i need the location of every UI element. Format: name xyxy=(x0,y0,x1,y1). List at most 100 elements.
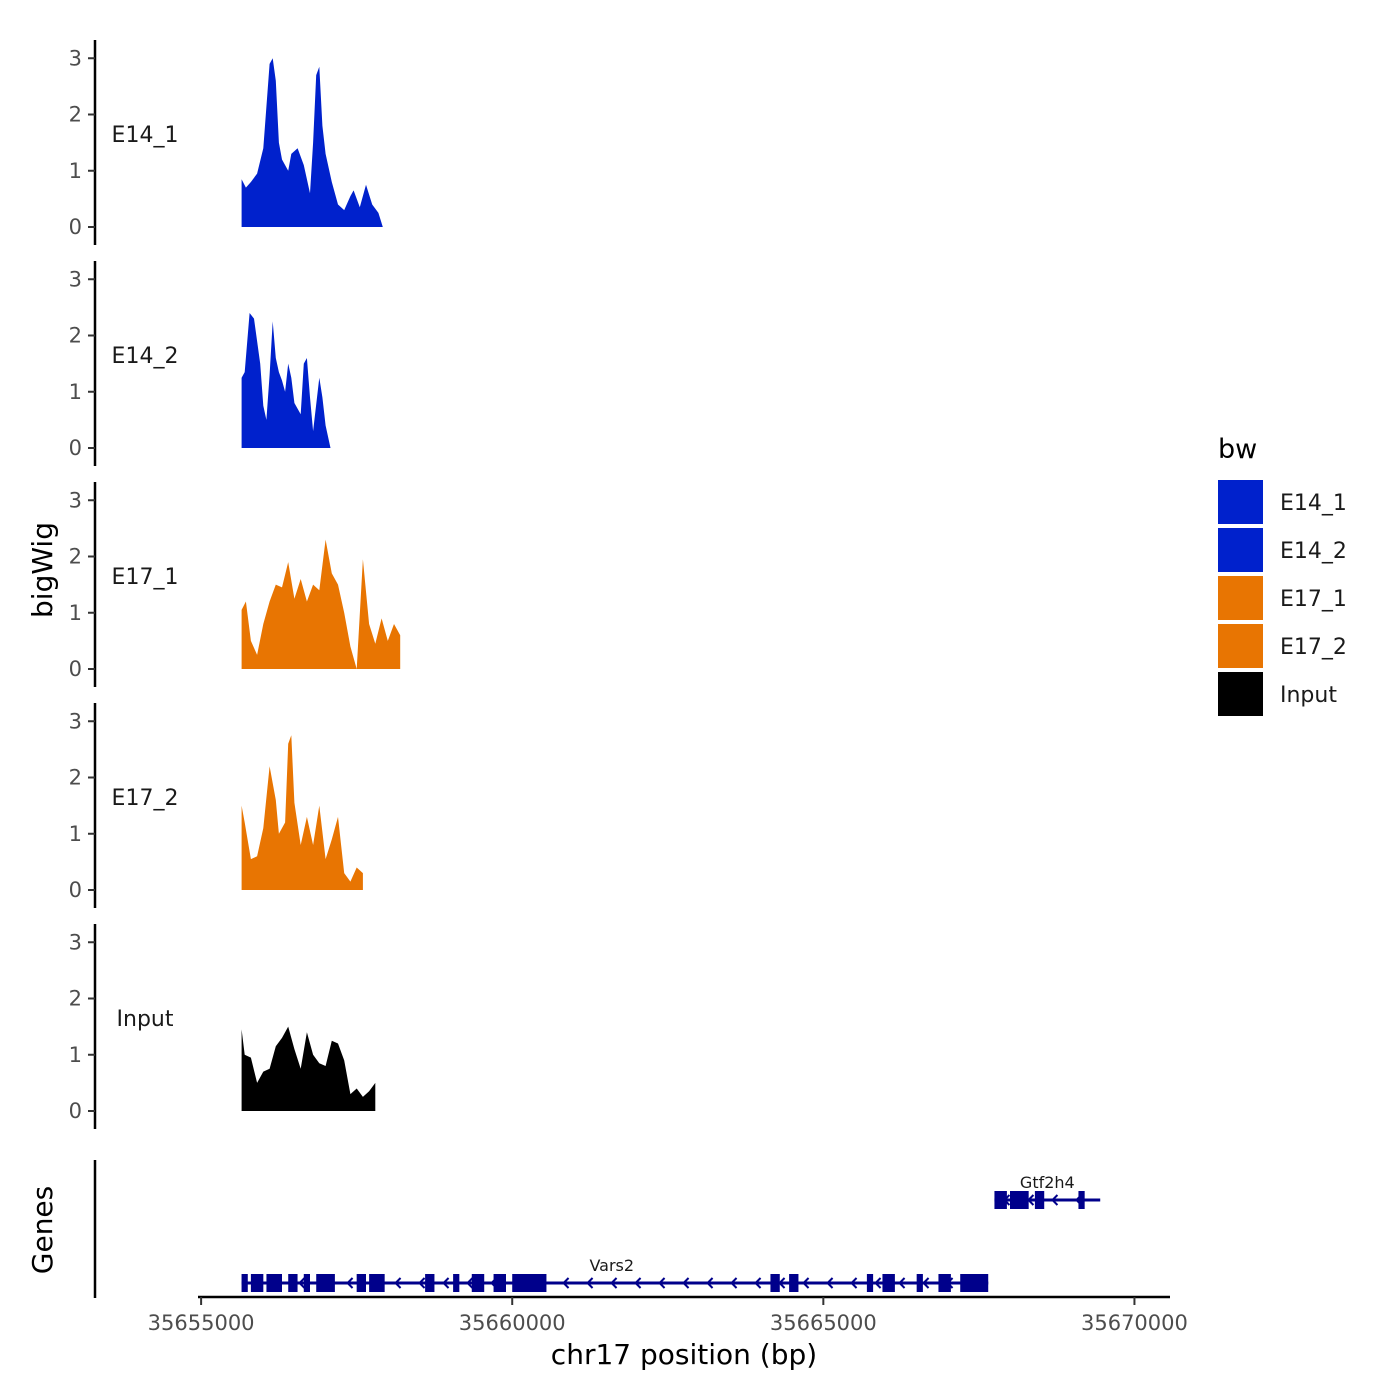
y-tick-label: 3 xyxy=(69,267,82,291)
y-tick-label: 2 xyxy=(69,987,82,1011)
gene-exon xyxy=(770,1274,780,1292)
track-label: Input xyxy=(117,1007,174,1032)
y-tick-label: 3 xyxy=(69,488,82,512)
strand-arrow xyxy=(826,1277,834,1289)
gene-label: Gtf2h4 xyxy=(1020,1173,1075,1192)
strand-arrow xyxy=(610,1277,618,1289)
gene-exon xyxy=(241,1274,248,1292)
y-tick-label: 1 xyxy=(69,1043,82,1067)
strand-arrow xyxy=(658,1277,666,1289)
legend-swatch xyxy=(1218,528,1263,572)
x-tick-label: 35670000 xyxy=(1081,1311,1188,1335)
gene-exon xyxy=(512,1274,547,1292)
y-axis-title: bigWig xyxy=(26,522,59,618)
y-tick-label: 2 xyxy=(69,103,82,127)
y-tick-label: 2 xyxy=(69,766,82,790)
gene-exon xyxy=(789,1274,799,1292)
gene-exon xyxy=(303,1274,310,1292)
y-tick-label: 3 xyxy=(69,930,82,954)
track-label: E14_2 xyxy=(112,344,179,369)
gene-exon xyxy=(938,1274,951,1292)
x-axis-title: chr17 position (bp) xyxy=(551,1338,817,1371)
legend-swatch xyxy=(1218,576,1263,620)
strand-arrow xyxy=(634,1277,642,1289)
strand-arrow xyxy=(922,1277,930,1289)
track-input: 0 1 2 3 Input xyxy=(69,924,376,1129)
signal-area-input xyxy=(241,1026,376,1111)
strand-arrow xyxy=(706,1277,714,1289)
gene-vars2: Vars2 xyxy=(241,1256,989,1292)
legend-label: E14_1 xyxy=(1280,491,1347,516)
gene-gtf2h4: Gtf2h4 xyxy=(994,1173,1101,1209)
signal-area-e17_1 xyxy=(241,539,401,669)
x-axis: 35655000 35660000 35665000 35670000 xyxy=(148,1295,1188,1335)
gene-exon xyxy=(866,1274,874,1292)
x-tick-label: 35655000 xyxy=(148,1311,255,1335)
gene-exon xyxy=(288,1274,298,1292)
gene-exon xyxy=(916,1274,923,1292)
y-tick-label: 0 xyxy=(69,215,82,239)
track-label: E17_1 xyxy=(112,565,179,590)
strand-arrow xyxy=(562,1277,570,1289)
gene-exon xyxy=(425,1274,435,1292)
track-label: E17_2 xyxy=(112,786,179,811)
legend-entry-input: Input xyxy=(1218,672,1337,716)
gene-exon xyxy=(369,1274,385,1292)
legend-title: bw xyxy=(1218,434,1257,465)
legend-entry-e14_1: E14_1 xyxy=(1218,480,1347,524)
y-tick-label: 2 xyxy=(69,545,82,569)
strand-arrow xyxy=(802,1277,810,1289)
gene-exon xyxy=(250,1274,264,1292)
y-tick-label: 0 xyxy=(69,878,82,902)
y-tick-label: 1 xyxy=(69,601,82,625)
y-tick-label: 1 xyxy=(69,822,82,846)
gene-exon xyxy=(994,1191,1007,1209)
strand-arrow xyxy=(682,1277,690,1289)
track-e14_1: 0 1 2 3 E14_1 xyxy=(69,40,383,245)
y-tick-label: 3 xyxy=(69,709,82,733)
strand-arrow xyxy=(730,1277,738,1289)
strand-arrow xyxy=(394,1277,402,1289)
y-tick-label: 3 xyxy=(69,46,82,70)
genes-panel-title: Genes xyxy=(26,1186,59,1274)
y-tick-label: 0 xyxy=(69,436,82,460)
legend-entry-e14_2: E14_2 xyxy=(1218,528,1347,572)
track-label: E14_1 xyxy=(112,123,179,148)
gene-exon xyxy=(882,1274,895,1292)
legend-label: E17_1 xyxy=(1280,587,1347,612)
legend-label: E17_2 xyxy=(1280,635,1347,660)
x-tick-label: 35660000 xyxy=(459,1311,566,1335)
track-e17_2: 0 1 2 3 E17_2 xyxy=(69,703,363,908)
strand-arrow xyxy=(346,1277,354,1289)
gene-exon xyxy=(960,1274,989,1292)
legend-swatch xyxy=(1218,672,1263,716)
x-tick-label: 35665000 xyxy=(770,1311,877,1335)
gene-exon xyxy=(1010,1191,1029,1209)
gene-exon xyxy=(316,1274,335,1292)
y-tick-label: 2 xyxy=(69,324,82,348)
track-e14_2: 0 1 2 3 E14_2 xyxy=(69,261,331,466)
signal-area-e14_1 xyxy=(241,58,383,227)
gene-exon xyxy=(471,1274,485,1292)
strand-arrow xyxy=(1051,1194,1059,1206)
strand-arrow xyxy=(466,1277,474,1289)
strand-arrow xyxy=(418,1277,426,1289)
legend-label: E14_2 xyxy=(1280,539,1347,564)
legend-entry-e17_2: E17_2 xyxy=(1218,624,1347,668)
gene-exon xyxy=(493,1274,506,1292)
legend-swatch xyxy=(1218,480,1263,524)
signal-area-e17_2 xyxy=(241,735,363,890)
signal-area-e14_2 xyxy=(241,313,331,448)
gene-exon xyxy=(1078,1191,1085,1209)
y-tick-label: 0 xyxy=(69,1099,82,1123)
strand-arrow xyxy=(442,1277,450,1289)
gene-exon xyxy=(453,1274,460,1292)
y-tick-label: 1 xyxy=(69,380,82,404)
gene-exon xyxy=(1034,1191,1045,1209)
gene-label: Vars2 xyxy=(589,1256,634,1275)
strand-arrow xyxy=(874,1277,882,1289)
strand-arrow xyxy=(754,1277,762,1289)
strand-arrow xyxy=(298,1277,306,1289)
track-e17_1: 0 1 2 3 E17_1 xyxy=(69,482,401,687)
